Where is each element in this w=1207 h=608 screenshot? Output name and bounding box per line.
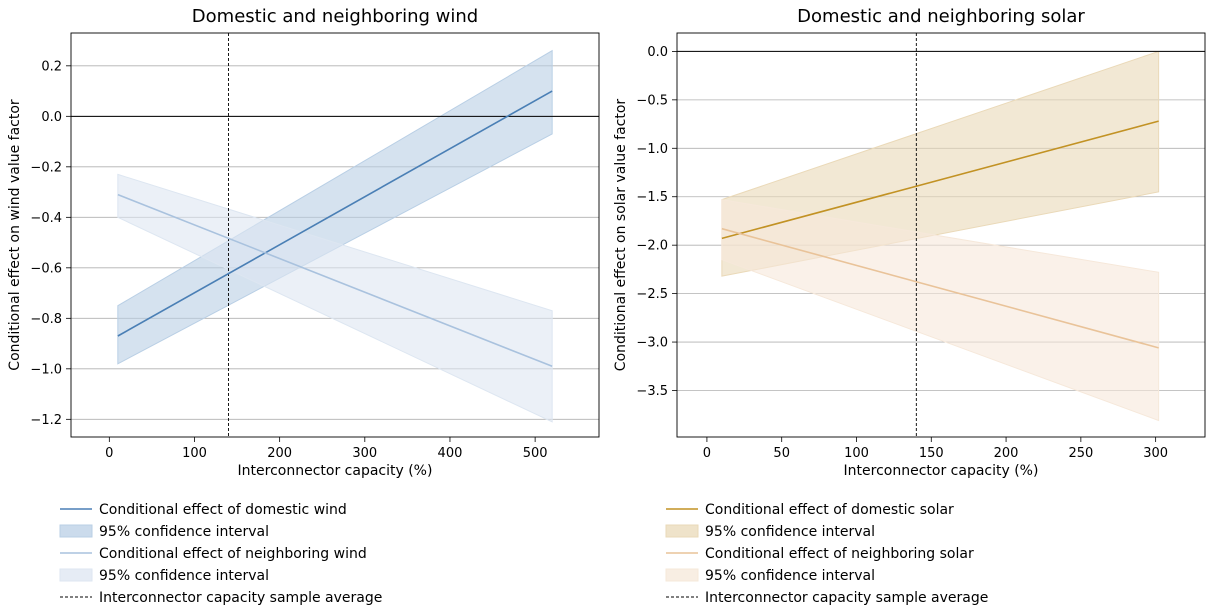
y-tick-label: 0.0 [41, 110, 62, 125]
series-line-domestic [117, 90, 553, 337]
y-tick-label: −0.6 [30, 261, 62, 276]
series-line-domestic [721, 120, 1159, 240]
x-tick-label: 100 [844, 446, 869, 461]
confidence-band-neighboring [721, 199, 1160, 422]
y-tick-label: −1.0 [30, 362, 62, 377]
x-tick-label: 300 [352, 446, 377, 461]
y-axis-label: Conditional effect on solar value factor [613, 99, 629, 372]
confidence-band-domestic [117, 49, 553, 365]
x-tick-label: 150 [919, 446, 944, 461]
x-tick-label: 0 [105, 446, 113, 461]
y-tick-label: −3.0 [636, 336, 668, 351]
series-line-neighboring [721, 227, 1159, 349]
x-tick-label: 200 [994, 446, 1019, 461]
x-tick-label: 100 [182, 446, 207, 461]
chart-title: Domestic and neighboring wind [192, 6, 478, 27]
legend-label: Interconnector capacity sample average [705, 590, 988, 606]
y-tick-label: −1.5 [636, 190, 668, 205]
y-tick-label: −2.0 [636, 239, 668, 254]
legend-label: Conditional effect of domestic wind [99, 502, 347, 518]
legend-label: 95% confidence interval [99, 568, 269, 584]
legend-label: 95% confidence interval [99, 524, 269, 540]
x-tick-label: 200 [267, 446, 292, 461]
chart-panel-solar: −3.5 −3.0 −2.5 −2.0 −1.5 −1.0 −0.5 0.0 0 50 100 150… [613, 6, 1206, 606]
y-tick-label: 0.0 [647, 45, 668, 60]
legend-label: Conditional effect of neighboring solar [705, 546, 974, 562]
y-tick-label: −0.2 [30, 160, 62, 175]
x-axis-label: Interconnector capacity (%) [844, 463, 1039, 479]
legend: Conditional effect of domestic wind 95% c… [59, 502, 382, 606]
plot-frame [676, 32, 1206, 438]
chart-panel-wind: −1.2 −1.0 −0.8 −0.6 −0.4 −0.2 0.0 0.2 0 100 200 300… [7, 6, 600, 606]
confidence-band-neighboring [117, 173, 553, 423]
y-axis-label: Conditional effect on wind value factor [7, 99, 23, 371]
legend-label: Conditional effect of neighboring wind [99, 546, 367, 562]
x-tick-label: 0 [703, 446, 711, 461]
y-tick-label: −3.5 [636, 384, 668, 399]
legend-patch-swatch [59, 568, 93, 582]
legend-label: Conditional effect of domestic solar [705, 502, 954, 518]
plot-frame [70, 32, 600, 438]
x-tick-label: 400 [438, 446, 463, 461]
x-axis-label: Interconnector capacity (%) [238, 463, 433, 479]
series-line-neighboring [117, 193, 553, 368]
y-tick-label: −0.8 [30, 312, 62, 327]
legend-label: Interconnector capacity sample average [99, 590, 382, 606]
legend-patch-swatch [665, 568, 699, 582]
y-tick-label: −0.4 [30, 211, 62, 226]
y-tick-label: −0.5 [636, 93, 668, 108]
y-tick-label: −1.0 [636, 142, 668, 157]
legend-label: 95% confidence interval [705, 568, 875, 584]
legend-patch-swatch [59, 524, 93, 538]
x-tick-label: 250 [1068, 446, 1093, 461]
x-tick-label: 300 [1143, 446, 1168, 461]
chart-title: Domestic and neighboring solar [797, 6, 1085, 27]
y-tick-label: −1.2 [30, 413, 62, 428]
legend-label: 95% confidence interval [705, 524, 875, 540]
x-tick-label: 50 [773, 446, 790, 461]
legend: Conditional effect of domestic solar 95% … [665, 502, 988, 606]
x-tick-label: 500 [523, 446, 548, 461]
legend-patch-swatch [665, 524, 699, 538]
y-tick-label: 0.2 [41, 59, 62, 74]
y-tick-label: −2.5 [636, 287, 668, 302]
